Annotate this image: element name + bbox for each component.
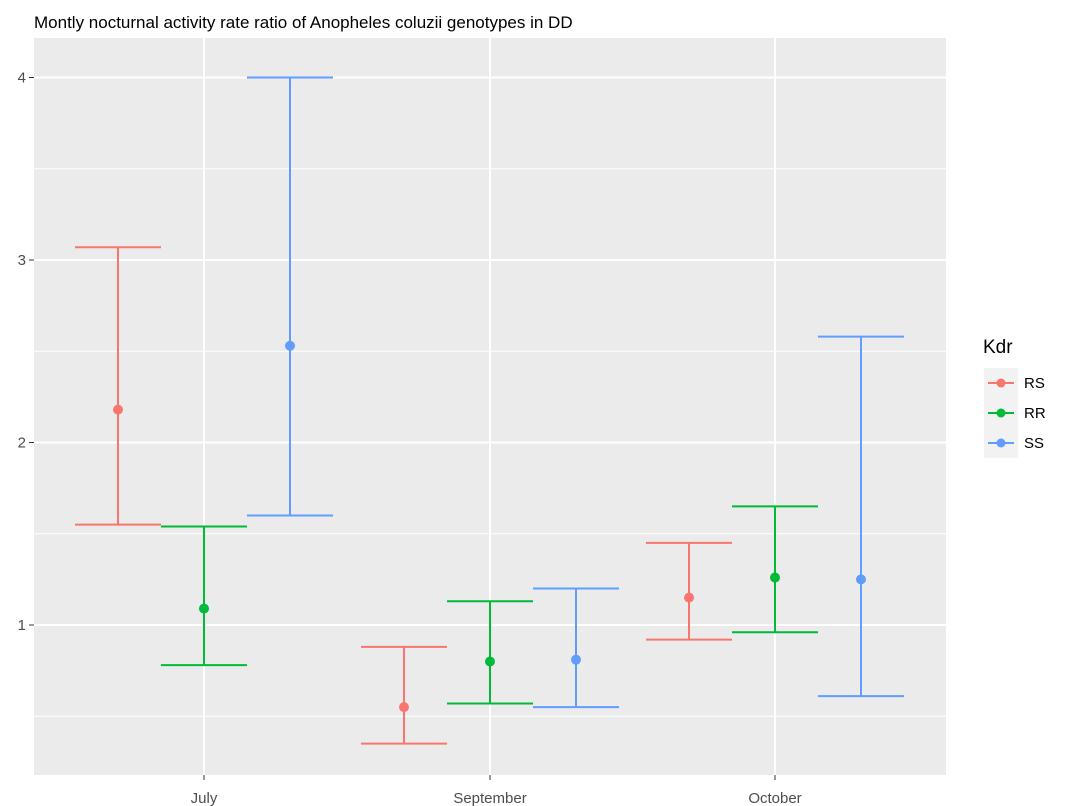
error-bar-RR-July <box>161 525 247 667</box>
error-bar-SS-October <box>818 335 904 698</box>
error-bar-SS-September <box>533 587 619 709</box>
error-bar-RS-September <box>361 645 447 745</box>
legend-title: Kdr <box>983 337 1013 358</box>
x-tick-label: July <box>191 790 218 806</box>
error-bar-RS-October <box>646 541 732 641</box>
series-layer <box>75 76 904 745</box>
point-estimate <box>199 603 209 614</box>
legend-item-RR[interactable]: RR <box>984 398 1046 428</box>
legend-key-point <box>996 378 1006 388</box>
y-tick-label: 1 <box>18 617 26 634</box>
point-estimate <box>856 574 866 585</box>
legend-label: SS <box>1024 435 1044 452</box>
axes: 1 2 3 4 July September October <box>18 70 802 806</box>
error-bar-RR-October <box>732 505 818 634</box>
point-estimate <box>571 654 581 665</box>
point-estimate <box>113 404 123 415</box>
point-estimate <box>684 592 694 603</box>
legend-key-point <box>996 408 1006 418</box>
y-tick-label: 3 <box>18 252 26 269</box>
point-estimate <box>485 656 495 667</box>
legend-label: RR <box>1024 405 1046 422</box>
y-tick-label: 4 <box>18 70 26 87</box>
point-estimate <box>399 702 409 713</box>
point-estimate <box>770 572 780 583</box>
error-bar-RS-July <box>75 246 161 526</box>
point-estimate <box>285 340 295 351</box>
legend-item-SS[interactable]: SS <box>984 428 1044 458</box>
x-tick-label: October <box>748 790 801 806</box>
error-bar-SS-July <box>247 76 333 517</box>
chart-title: Montly nocturnal activity rate ratio of … <box>34 13 573 32</box>
legend-label: RS <box>1024 375 1045 392</box>
x-tick-label: September <box>453 790 526 806</box>
legend-item-RS[interactable]: RS <box>984 368 1045 398</box>
y-tick-label: 2 <box>18 435 26 452</box>
legend[interactable]: Kdr RS RR SS <box>983 337 1046 458</box>
legend-key-point <box>996 438 1006 448</box>
error-bar-RR-September <box>447 600 533 705</box>
